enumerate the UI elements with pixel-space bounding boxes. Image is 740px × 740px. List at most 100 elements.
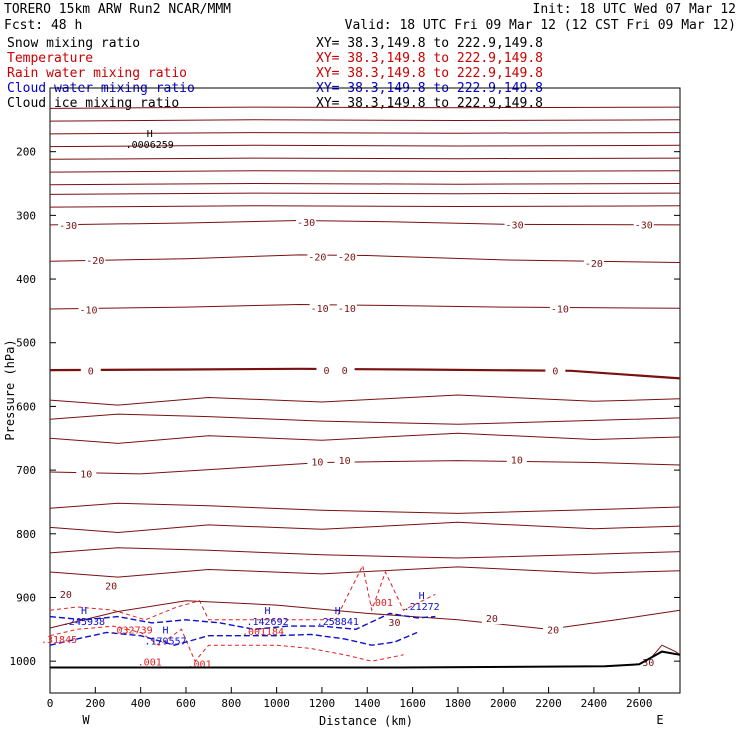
isotherm-label-bg (309, 302, 330, 314)
cloud-water-contours (49, 612, 436, 646)
x-tick-label: 1800 (445, 697, 472, 710)
temperature-isotherms (49, 106, 681, 662)
isotherm-line (49, 157, 681, 160)
isotherm-label-bg (85, 255, 106, 267)
terrain-surface (50, 650, 681, 669)
isotherm-label: 10 (311, 457, 323, 468)
y-axis-title: Pressure (hPa) (3, 339, 17, 440)
extremum-mark: H (81, 606, 87, 617)
isotherm-label-bg (384, 616, 405, 628)
isotherm-line (49, 170, 681, 173)
isotherm-label: -20 (86, 256, 104, 267)
extremum-mark: H (147, 129, 153, 140)
isotherm-line (49, 547, 681, 559)
isotherm-30 (647, 644, 681, 662)
x-tick-label: 2000 (490, 697, 517, 710)
y-tick-label: 300 (16, 209, 36, 222)
field-xy: XY= 38.3,149.8 to 222.9,149.8 (316, 96, 543, 111)
extremum-value: .032739 (111, 626, 153, 637)
y-tick-label: 400 (16, 273, 36, 286)
extremum-value: .001184 (242, 627, 284, 638)
forecast-hour-label: Fcst: 48 h (4, 18, 82, 33)
isotherm-label: 10 (339, 456, 351, 467)
extremum-value: .0006259 (126, 140, 174, 151)
isotherm-label-bg (506, 454, 527, 466)
extremum-mark: H (335, 606, 341, 617)
x-tick-label: 2600 (626, 697, 653, 710)
isotherm-label-bg (76, 468, 97, 480)
x-tick-label: 2400 (581, 697, 608, 710)
isotherm-line (49, 192, 681, 195)
isotherm-label: -30 (59, 221, 77, 232)
x-tick-label: 200 (85, 697, 105, 710)
y-tick-label: 800 (16, 528, 36, 541)
isotherm-10 (49, 460, 681, 475)
isotherm-label-bg (334, 455, 355, 467)
field-xy: XY= 38.3,149.8 to 222.9,149.8 (316, 51, 543, 66)
isotherm-label: -20 (338, 252, 356, 263)
isotherm-label-bg (638, 657, 659, 669)
isotherm-label-bg (481, 613, 502, 625)
isotherm-label-bg (545, 365, 566, 377)
isotherm-label-bg (334, 364, 355, 376)
rain-contour (49, 625, 404, 663)
extremum-value: .258841 (317, 617, 359, 628)
x-tick-label: 1400 (354, 697, 381, 710)
isotherm-label: -10 (311, 304, 329, 315)
isotherm-label-bg (307, 456, 328, 468)
extremum-mark: H (163, 625, 169, 636)
isotherm-label-bg (336, 302, 357, 314)
isotherm-label-bg (316, 364, 337, 376)
isotherm-label: 30 (388, 618, 400, 629)
y-tick-label: 200 (16, 146, 36, 159)
extremum-value: .001 (138, 657, 162, 668)
field-name: Cloud ice mixing ratio (7, 96, 179, 111)
y-tick-label: 500 (16, 337, 36, 350)
isotherm-line (49, 413, 681, 425)
isotherm-label: -30 (635, 221, 653, 232)
isotherm-label-bg (296, 217, 317, 229)
y-tick-label: 600 (16, 400, 36, 413)
plot-frame (49, 87, 681, 694)
extrema-labels: H.0006259H.245938.032739.31845H.179557H.… (41, 129, 440, 670)
isotherm-label-bg (58, 220, 79, 232)
field-legend: Snow mixing ratio XY= 38.3,149.8 to 222.9… (7, 36, 543, 111)
isotherm-line (49, 132, 681, 135)
extremum-value: .001 (188, 659, 212, 670)
isotherm-line (49, 205, 681, 208)
field-name: Snow mixing ratio (7, 36, 140, 51)
isotherm--20 (49, 254, 681, 263)
x-tick-label: 2200 (535, 697, 562, 710)
isotherm-label: -30 (506, 221, 524, 232)
isotherm-line (49, 144, 681, 148)
x-axis-title: Distance (km) (319, 714, 413, 728)
init-time-label: Init: 18 UTC Wed 07 Mar 12 (533, 2, 737, 17)
isotherm-label: -10 (551, 305, 569, 316)
terrain-line (50, 650, 681, 669)
x-tick-label: 1600 (399, 697, 426, 710)
field-xy: XY= 38.3,149.8 to 222.9,149.8 (316, 66, 543, 81)
isotherm-label-bg (336, 251, 357, 263)
isotherm-label: -20 (308, 252, 326, 263)
x-tick-label: 400 (131, 697, 151, 710)
isotherm-label-bg (307, 251, 328, 263)
x-axis-east-label: E (656, 713, 663, 727)
isotherm-label: 10 (80, 470, 92, 481)
x-tick-label: 1200 (309, 697, 336, 710)
field-name: Temperature (7, 51, 93, 66)
isotherm-label-bg (633, 219, 654, 231)
isotherm-label: 30 (642, 658, 654, 669)
extremum-value: .001 (369, 598, 393, 609)
extremum-mark: H (419, 591, 425, 602)
isotherm-line (49, 394, 681, 406)
x-tick-label: 600 (176, 697, 196, 710)
y-tick-label: 1000 (10, 655, 37, 668)
y-tick-label: 700 (16, 464, 36, 477)
x-tick-label: 800 (221, 697, 241, 710)
isotherm-label: 0 (323, 366, 329, 377)
rain-contour (49, 564, 436, 621)
isotherm-label: 20 (547, 626, 559, 637)
isotherm-0 (49, 367, 681, 380)
isotherm-label-bg (101, 580, 122, 592)
extremum-value: .179557 (144, 636, 186, 647)
